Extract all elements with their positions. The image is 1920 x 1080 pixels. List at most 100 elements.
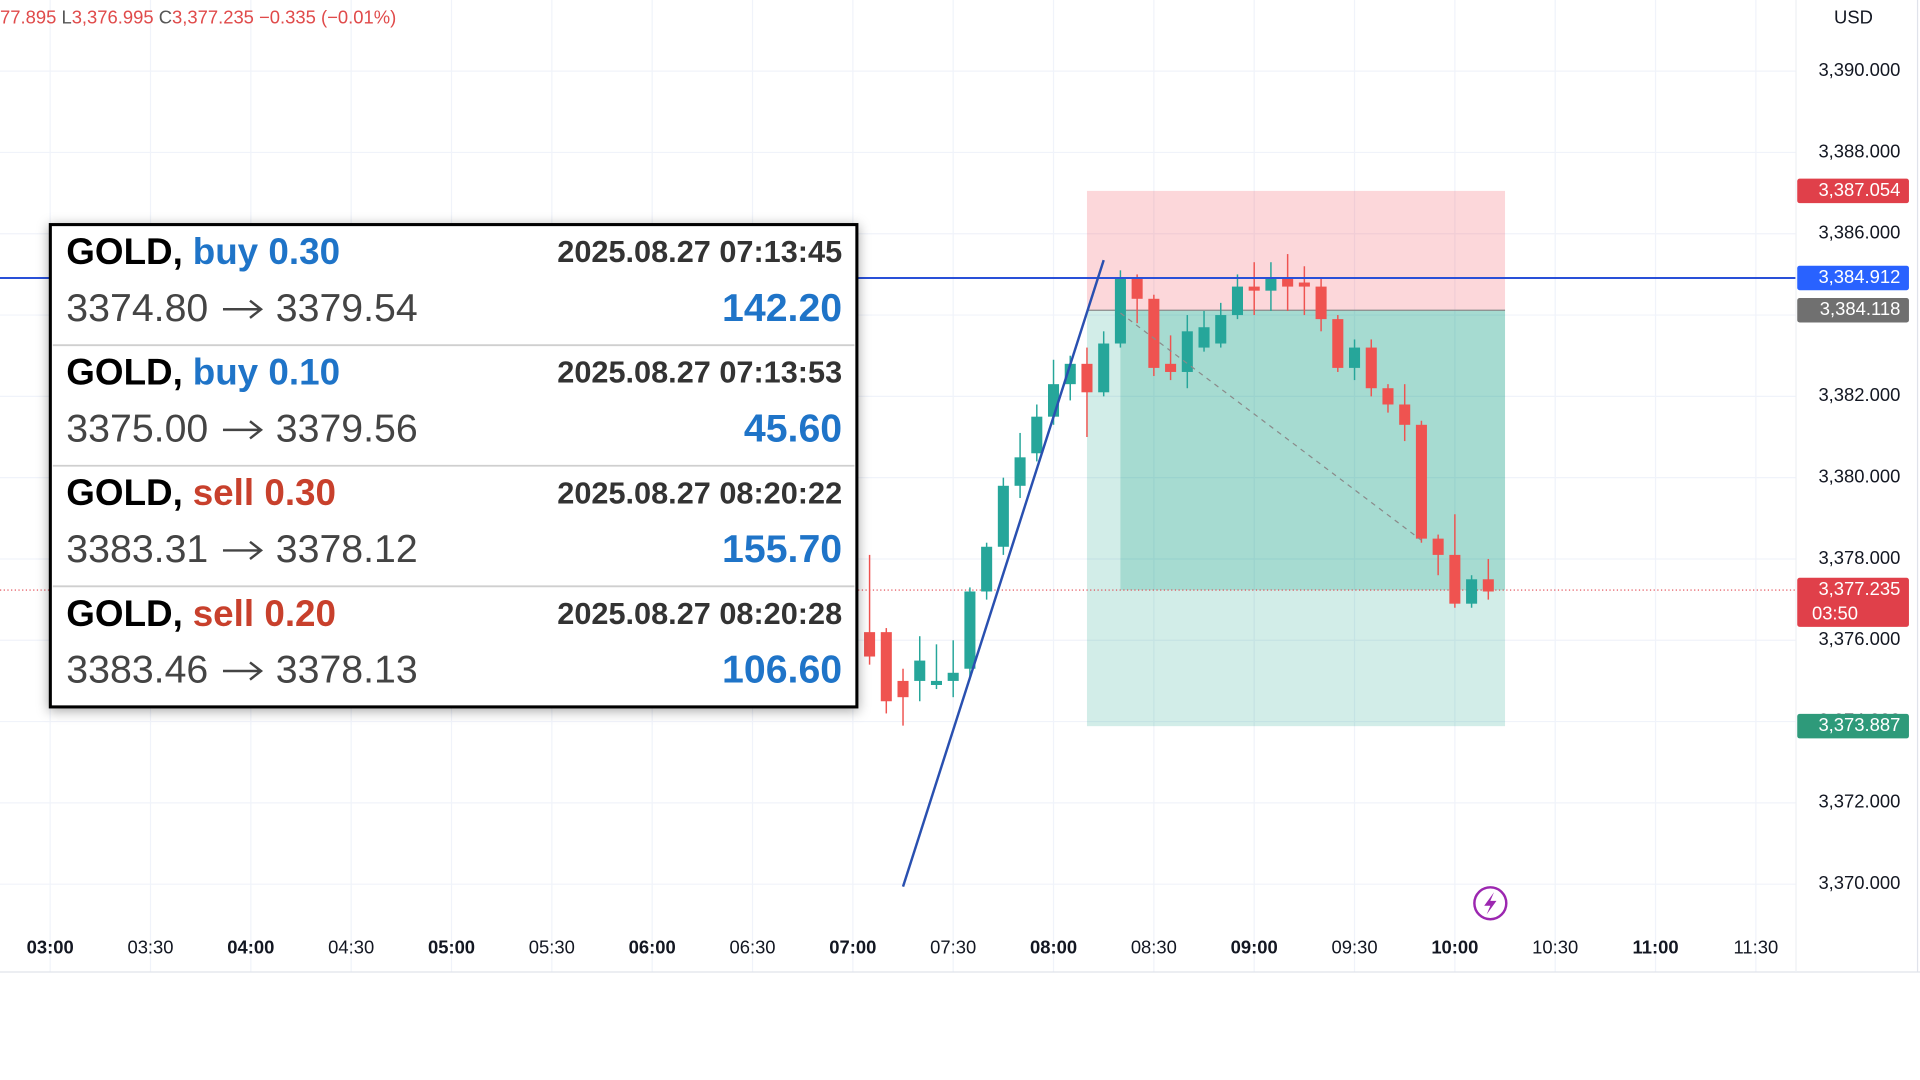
trade-symbol: GOLD, xyxy=(66,231,183,272)
y-tick-label: 3,386.000 xyxy=(1818,222,1900,243)
x-tick-label: 10:30 xyxy=(1532,937,1578,958)
x-tick-label: 04:30 xyxy=(328,937,374,958)
candle-body xyxy=(1148,298,1160,368)
candle-body xyxy=(914,660,926,681)
candle-body xyxy=(1014,457,1026,486)
dashed-line xyxy=(1120,312,1422,541)
candle-body xyxy=(1482,579,1494,592)
candle-body xyxy=(1198,327,1210,348)
ohlc-value: 77.895 xyxy=(0,6,56,27)
replay-icon[interactable] xyxy=(1473,886,1508,921)
candle-body xyxy=(947,672,959,681)
candle-body xyxy=(1031,416,1043,454)
arrow xyxy=(222,299,264,319)
candle-body xyxy=(1415,424,1427,539)
ohlc-key: C xyxy=(159,6,172,27)
candle-body xyxy=(1131,278,1143,299)
trade-profit: 106.60 xyxy=(722,648,842,692)
price-tag-label: 3,373.887 xyxy=(1818,714,1900,735)
x-tick-label: 07:30 xyxy=(930,937,976,958)
candle-body xyxy=(997,485,1009,547)
candle-body xyxy=(1231,286,1243,316)
stop-zone xyxy=(1086,190,1506,311)
price-tag-label: 3,377.235 xyxy=(1818,578,1900,599)
candle-body xyxy=(1248,286,1260,291)
y-tick-label: 3,376.000 xyxy=(1818,628,1900,649)
price-tag-label: 3,384.118 xyxy=(1820,298,1901,319)
candle-body xyxy=(1432,538,1444,555)
candle-body xyxy=(964,591,976,669)
x-tick-label: 08:30 xyxy=(1131,937,1177,958)
y-tick-label: 3,380.000 xyxy=(1818,466,1900,487)
trade-symbol: GOLD, xyxy=(66,593,183,634)
x-tick-label: 09:00 xyxy=(1231,937,1278,958)
trade-side: sell 0.30 xyxy=(193,472,336,513)
candle-body xyxy=(1064,363,1076,385)
trade-close-price: 3378.13 xyxy=(276,648,418,692)
x-tick-label: 11:00 xyxy=(1633,937,1679,958)
price-tag-label: 3,384.912 xyxy=(1818,266,1900,287)
x-tick-label: 05:00 xyxy=(428,937,475,958)
price-tag xyxy=(1797,297,1909,323)
x-tick-label: 04:00 xyxy=(227,937,274,958)
trade-time: 2025.08.27 07:13:53 xyxy=(557,355,842,390)
price-tag xyxy=(1797,178,1909,204)
y-tick-label: 3,388.000 xyxy=(1818,140,1900,161)
candle-body xyxy=(1265,278,1277,291)
x-tick-label: 11:30 xyxy=(1734,937,1779,958)
candle-body xyxy=(1315,286,1327,320)
trade-profit: 155.70 xyxy=(722,527,842,571)
candle-body xyxy=(1399,404,1411,425)
x-tick-label: 03:00 xyxy=(27,937,74,958)
arrow xyxy=(222,661,264,681)
candle-body xyxy=(1181,331,1193,372)
candle-body xyxy=(1466,579,1478,604)
x-tick-label: 06:00 xyxy=(629,937,676,958)
active-profit-zone xyxy=(1120,310,1506,591)
x-tick-label: 06:30 xyxy=(729,937,775,958)
y-tick-label: 3,378.000 xyxy=(1818,547,1900,568)
x-tick-label: 09:30 xyxy=(1331,937,1377,958)
trade-close-price: 3378.12 xyxy=(276,527,418,571)
candle-body xyxy=(1365,347,1377,389)
y-tick-label: 3,370.000 xyxy=(1818,872,1900,893)
axes: 03:00 03:30 04:00 04:30 05:00 05:30 06:00 06:30… xyxy=(27,59,1909,958)
candle-body xyxy=(1081,363,1093,393)
trade-title: GOLD, buy 0.10 xyxy=(66,351,340,392)
trade-profit: 45.60 xyxy=(744,406,842,450)
candle-body xyxy=(864,632,876,657)
trade-profit: 142.20 xyxy=(722,286,842,330)
trade-symbol: GOLD, xyxy=(66,472,183,513)
grid xyxy=(0,0,1797,972)
trade-time: 2025.08.27 07:13:45 xyxy=(557,234,842,269)
y-tick-label: 3,382.000 xyxy=(1818,384,1900,405)
trade-title: GOLD, buy 0.30 xyxy=(66,231,340,272)
candle-body xyxy=(1114,278,1126,344)
trade-open-price: 3383.31 xyxy=(66,527,208,571)
candle-body xyxy=(1048,384,1060,417)
candle-body xyxy=(930,680,942,685)
ohlc-value: 3,376.995 xyxy=(72,6,154,27)
candle-body xyxy=(897,680,909,698)
trade-side: buy 0.30 xyxy=(193,231,340,272)
candle-body xyxy=(1165,363,1177,372)
ohlc-key: L xyxy=(61,6,71,27)
trade-close-price: 3379.56 xyxy=(276,406,418,450)
price-tag xyxy=(1797,577,1909,627)
trade-open-price: 3383.46 xyxy=(66,648,208,692)
target-zone xyxy=(1086,310,1506,727)
trend-line xyxy=(901,259,1105,887)
trade-time: 2025.08.27 08:20:28 xyxy=(557,596,842,631)
trade-open-price: 3374.80 xyxy=(66,286,208,330)
y-tick-label: 3,390.000 xyxy=(1818,59,1900,80)
y-tick-label: 3,372.000 xyxy=(1818,791,1900,812)
x-tick-label: 08:00 xyxy=(1030,937,1077,958)
ohlc-value: 3,377.235 xyxy=(172,6,254,27)
trade-symbol: GOLD, xyxy=(66,351,183,392)
candle-body xyxy=(1215,315,1227,344)
ohlc-change: −0.335 (−0.01%) xyxy=(259,6,396,27)
x-tick-label: 03:30 xyxy=(127,937,173,958)
